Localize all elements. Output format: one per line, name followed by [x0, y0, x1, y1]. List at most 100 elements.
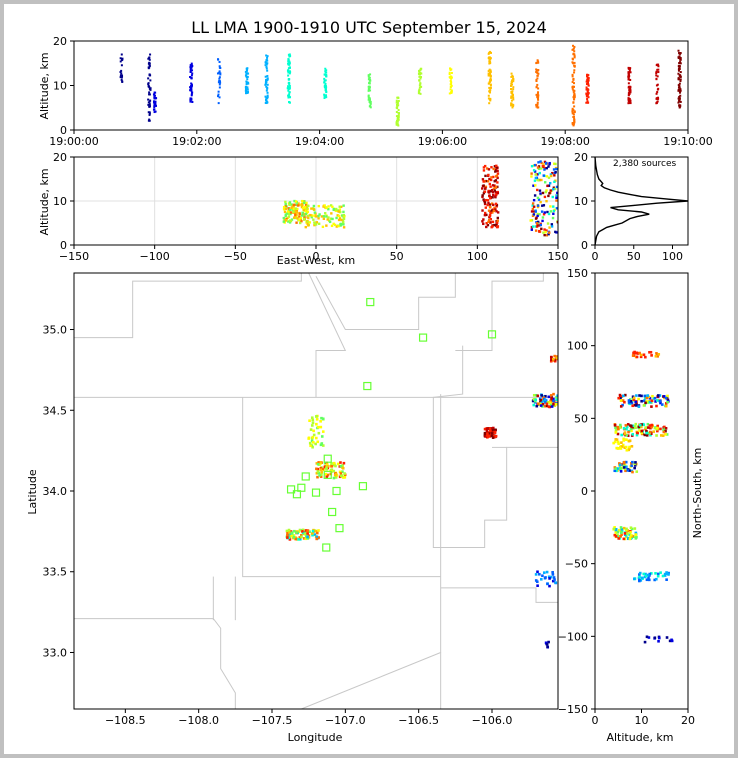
- map-ytick-label-4: 35.0: [43, 324, 68, 337]
- th-point: [218, 60, 221, 63]
- ns-point: [629, 535, 632, 539]
- ew-point: [549, 173, 553, 176]
- th-point: [189, 98, 192, 101]
- ew-point: [305, 201, 308, 205]
- ew-point: [534, 229, 538, 232]
- th-point: [266, 55, 269, 58]
- th-point: [266, 83, 269, 86]
- plan-point: [543, 400, 547, 403]
- ew-point: [494, 193, 498, 197]
- th-point: [396, 101, 399, 104]
- plan-point: [290, 534, 294, 538]
- plan-point: [552, 357, 555, 361]
- th-point: [217, 81, 220, 84]
- plan-point: [309, 444, 312, 448]
- ns-point: [625, 438, 628, 441]
- ew-point: [534, 225, 537, 228]
- th-point: [450, 75, 453, 78]
- ns-point: [623, 393, 627, 397]
- ns-point: [620, 531, 623, 535]
- ew-point: [322, 217, 326, 220]
- th-point: [420, 67, 423, 70]
- plan-point: [543, 576, 547, 580]
- ns-point: [616, 432, 620, 436]
- th-frame: [73, 40, 689, 131]
- plan-point: [538, 572, 541, 576]
- ns-point: [666, 394, 669, 398]
- th-point: [148, 112, 151, 115]
- th-point: [244, 87, 247, 90]
- ew-point: [290, 203, 293, 206]
- ew-point: [481, 194, 484, 197]
- ew-point: [554, 162, 557, 166]
- ns-point: [656, 574, 660, 578]
- ns-point: [635, 402, 638, 406]
- th-point: [395, 99, 398, 102]
- ew-point: [536, 166, 540, 169]
- th-point: [511, 75, 514, 78]
- th-point: [510, 96, 513, 99]
- th-point: [535, 93, 538, 96]
- th-point: [189, 100, 192, 103]
- ew-point: [489, 206, 492, 209]
- hist-frame: [594, 156, 689, 246]
- ew-point: [482, 184, 485, 187]
- ns-point: [630, 429, 633, 433]
- ew-point: [543, 233, 546, 237]
- ew-point: [493, 165, 497, 168]
- th-point: [511, 103, 514, 106]
- ns-point: [656, 424, 659, 428]
- ns-point: [650, 354, 653, 357]
- ew-point: [294, 200, 298, 203]
- ew-point: [289, 212, 292, 216]
- th-point: [245, 72, 248, 75]
- ew-point: [287, 220, 290, 223]
- plan-point: [485, 434, 489, 437]
- plan-point: [300, 529, 304, 533]
- plan-point: [539, 402, 542, 405]
- ew-point: [548, 161, 551, 165]
- th-point: [627, 66, 630, 69]
- station-marker-4: [323, 454, 332, 463]
- th-point: [510, 90, 513, 93]
- ew-point: [300, 199, 304, 203]
- ew-point: [282, 220, 286, 223]
- ns-point: [614, 467, 618, 470]
- th-point: [246, 81, 249, 84]
- ew-point: [532, 205, 536, 208]
- ew-point: [485, 225, 488, 229]
- th-point: [367, 89, 370, 92]
- plan-point: [320, 416, 323, 420]
- th-point: [324, 82, 327, 85]
- th-point: [154, 110, 157, 113]
- ew-point: [317, 214, 320, 218]
- th-point: [511, 95, 514, 98]
- plan-point: [552, 399, 555, 403]
- plan-point: [546, 582, 549, 586]
- ew-point: [296, 217, 299, 220]
- th-point: [489, 51, 492, 54]
- ew-point: [335, 216, 338, 220]
- th-point: [245, 83, 248, 86]
- th-point: [190, 77, 193, 80]
- th-point: [510, 104, 513, 107]
- th-point: [572, 44, 575, 47]
- th-point: [573, 121, 576, 124]
- th-point: [287, 88, 290, 91]
- ew-point: [494, 208, 497, 211]
- ew-point: [337, 210, 340, 213]
- ew-height-xlabel: East-West, km: [277, 254, 355, 267]
- ns-point: [617, 528, 621, 532]
- ew-point: [555, 196, 558, 200]
- ew-point: [542, 174, 545, 177]
- th-point: [489, 70, 492, 73]
- ew-point: [491, 220, 495, 224]
- ns-point: [619, 467, 623, 470]
- plan-point: [553, 578, 556, 581]
- ns-point: [619, 470, 623, 473]
- ew-point: [482, 192, 486, 195]
- th-point: [655, 77, 658, 80]
- plan-point: [342, 476, 345, 479]
- ew-point: [542, 165, 545, 168]
- ew-point: [327, 208, 330, 211]
